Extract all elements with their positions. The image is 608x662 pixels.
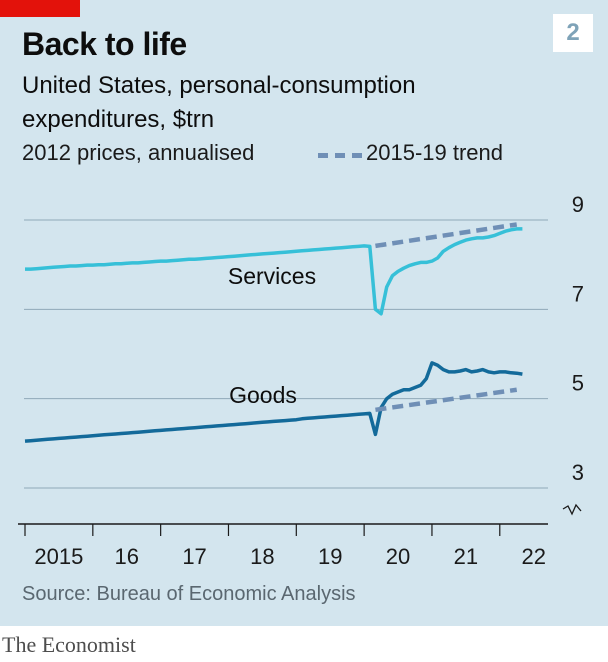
line-chart: 3 5 7 9 2015 16 17 18 19 20 21 22 Services Goods xyxy=(18,192,584,569)
brand-red-tag xyxy=(0,0,80,17)
x-tick-label-19: 19 xyxy=(318,544,342,569)
y-tick-label-9: 9 xyxy=(572,192,584,217)
series-line-goods xyxy=(24,361,523,443)
series-line-services xyxy=(25,227,523,316)
legend-label-trend: 2015-19 trend xyxy=(366,140,503,165)
x-tick-label-2015: 2015 xyxy=(34,544,83,569)
trend-line-goods-trend xyxy=(375,387,518,413)
x-tick-label-21: 21 xyxy=(454,544,478,569)
source-note: Source: Bureau of Economic Analysis xyxy=(22,583,356,605)
series-label-services: Services xyxy=(228,263,316,289)
units-note: 2012 prices, annualised xyxy=(22,140,255,165)
chart-subtitle: United States, personal-consumption expe… xyxy=(22,72,416,133)
legend: 2012 prices, annualised 2015-19 trend xyxy=(22,140,582,170)
chart-panel: 2 Back to life United States, personal-c… xyxy=(0,0,608,626)
y-tick-label-5: 5 xyxy=(572,371,584,396)
y-tick-label-3: 3 xyxy=(572,460,584,485)
y-tick-label-7: 7 xyxy=(572,281,584,306)
legend-swatch-trend xyxy=(318,153,362,158)
x-tick-label-18: 18 xyxy=(250,544,274,569)
chart-number-badge: 2 xyxy=(553,14,593,52)
series-label-goods: Goods xyxy=(229,382,297,408)
axis-break-icon xyxy=(562,503,582,516)
chart-title: Back to life xyxy=(22,26,187,62)
publisher-logo: The Economist xyxy=(2,632,136,657)
x-tick-label-20: 20 xyxy=(386,544,410,569)
x-tick-label-22: 22 xyxy=(521,544,545,569)
trend-line-services-trend xyxy=(375,222,518,249)
x-tick-label-16: 16 xyxy=(114,544,138,569)
x-tick-label-17: 17 xyxy=(182,544,206,569)
